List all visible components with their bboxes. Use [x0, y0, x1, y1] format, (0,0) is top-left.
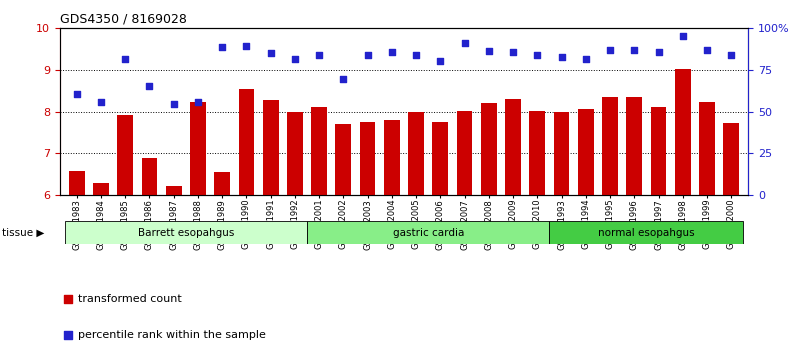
Bar — [481, 103, 497, 195]
Bar — [311, 107, 327, 195]
Text: normal esopahgus: normal esopahgus — [598, 228, 695, 238]
Point — [264, 51, 277, 56]
Point — [313, 52, 326, 58]
Bar — [68, 171, 84, 195]
Point — [482, 48, 495, 54]
Bar — [307, 221, 549, 244]
Point — [473, 130, 486, 136]
Bar — [360, 122, 376, 195]
Point — [628, 47, 641, 53]
Point — [652, 50, 665, 55]
Bar — [724, 123, 739, 195]
Text: Barrett esopahgus: Barrett esopahgus — [138, 228, 234, 238]
Point — [167, 102, 180, 107]
Point — [143, 83, 156, 88]
Bar — [699, 102, 715, 195]
Point — [603, 47, 616, 53]
Bar — [117, 115, 133, 195]
Point — [385, 50, 398, 55]
Point — [240, 44, 253, 49]
Bar — [166, 185, 181, 195]
Point — [216, 44, 228, 50]
Point — [579, 56, 592, 62]
Bar — [239, 88, 254, 195]
Bar — [408, 112, 424, 195]
Point — [337, 77, 349, 82]
Point — [410, 52, 423, 57]
Bar — [602, 97, 618, 195]
Point — [361, 52, 374, 57]
Bar — [650, 107, 666, 195]
Point — [677, 33, 689, 39]
Text: GDS4350 / 8169028: GDS4350 / 8169028 — [60, 12, 186, 25]
Bar — [505, 99, 521, 195]
Point — [95, 99, 107, 105]
Point — [119, 56, 131, 62]
Bar — [190, 102, 206, 195]
Point — [507, 50, 520, 55]
Point — [700, 47, 713, 53]
Point — [725, 52, 738, 57]
Point — [288, 56, 301, 62]
Bar — [675, 69, 691, 195]
Point — [458, 40, 471, 46]
Point — [434, 58, 447, 64]
Bar — [214, 172, 230, 195]
Point — [555, 55, 568, 60]
Bar — [626, 97, 642, 195]
Bar — [554, 112, 569, 195]
Bar — [335, 124, 351, 195]
Bar — [142, 158, 158, 195]
Point — [531, 52, 544, 57]
Bar — [384, 120, 400, 195]
Text: tissue ▶: tissue ▶ — [2, 228, 45, 238]
Bar — [457, 111, 473, 195]
Bar — [64, 221, 307, 244]
Bar — [432, 122, 448, 195]
Text: gastric cardia: gastric cardia — [392, 228, 464, 238]
Bar — [93, 183, 109, 195]
Bar — [529, 111, 545, 195]
Text: percentile rank within the sample: percentile rank within the sample — [78, 330, 266, 339]
Point — [70, 91, 83, 97]
Text: transformed count: transformed count — [78, 294, 182, 304]
Bar — [287, 112, 302, 195]
Bar — [549, 221, 743, 244]
Point — [192, 99, 205, 105]
Bar — [263, 100, 279, 195]
Bar — [578, 109, 594, 195]
